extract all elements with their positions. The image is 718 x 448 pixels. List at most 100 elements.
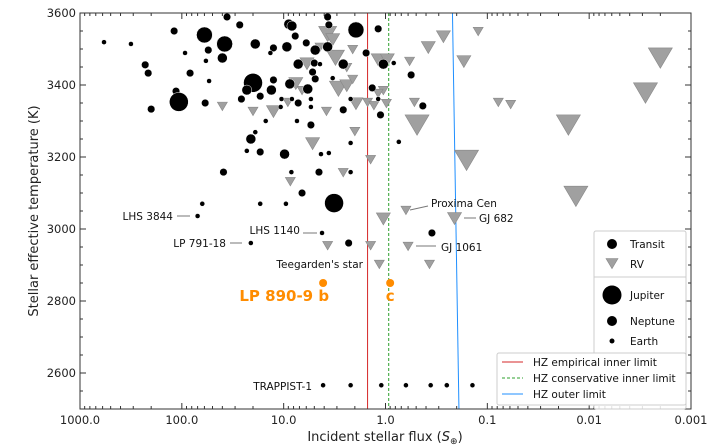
transit-planet-marker bbox=[101, 39, 107, 45]
legend-label: RV bbox=[630, 259, 645, 271]
rv-planet-marker bbox=[404, 56, 416, 67]
rv-planet-marker bbox=[372, 88, 384, 99]
hz-lines bbox=[367, 12, 460, 410]
transit-planet-marker bbox=[314, 168, 324, 177]
rv-planet-marker bbox=[632, 82, 658, 104]
y-tick-label: 2800 bbox=[47, 294, 76, 308]
transit-planet-marker bbox=[319, 230, 325, 236]
transit-planet-marker bbox=[256, 92, 265, 101]
y-tick-label: 3000 bbox=[47, 222, 76, 236]
transit-planet-marker bbox=[407, 70, 416, 79]
transit-planet-marker bbox=[375, 96, 381, 102]
x-tick-label: 1000.0 bbox=[60, 413, 100, 427]
transit-planet-marker bbox=[322, 41, 333, 53]
transit-planet-marker bbox=[169, 92, 189, 112]
transit-planet-marker bbox=[320, 382, 326, 388]
transit-planet-marker bbox=[194, 213, 201, 219]
rv-planet-marker bbox=[472, 26, 484, 37]
rv-planet-marker bbox=[347, 44, 359, 55]
transit-planet-marker bbox=[144, 69, 153, 78]
transit-planet-marker bbox=[278, 96, 285, 102]
transit-planet-marker bbox=[237, 94, 246, 104]
transit-planet-marker bbox=[219, 168, 228, 177]
hz-legend-label: HZ outer limit bbox=[533, 389, 606, 401]
transit-planet-marker bbox=[244, 148, 250, 154]
rv-planet-marker bbox=[375, 212, 391, 226]
rv-planet-marker bbox=[402, 241, 414, 252]
transit-planet-marker bbox=[279, 148, 290, 160]
transit-planet-marker bbox=[266, 84, 277, 96]
rv-planet-marker bbox=[420, 41, 436, 55]
transit-planet-marker bbox=[427, 382, 434, 388]
transit-planet-marker bbox=[291, 31, 300, 41]
transit-planet-marker bbox=[217, 52, 228, 64]
annotations: LP 890-9 b c LHS 3844 LP 791-18 LHS 1140 Prox… bbox=[123, 198, 514, 393]
transit-planet-marker bbox=[308, 104, 314, 110]
x-tick-label: 10.0 bbox=[271, 413, 297, 427]
annotation-label: Teegarden's star bbox=[275, 259, 363, 271]
rv-planet-marker bbox=[505, 100, 517, 110]
transit-planet-marker bbox=[396, 139, 402, 145]
rv-planet-marker bbox=[325, 49, 345, 67]
transit-planet-marker bbox=[469, 382, 476, 388]
rv-planet-marker bbox=[492, 97, 504, 108]
x-tick-label: 100.0 bbox=[165, 413, 198, 427]
transit-planet-marker bbox=[308, 96, 314, 102]
transit-planet-marker bbox=[204, 46, 213, 55]
transit-planet-marker bbox=[374, 24, 383, 33]
transit-planet-marker bbox=[256, 147, 265, 157]
rv-planet-marker bbox=[454, 149, 480, 172]
rv-planet-marker bbox=[347, 74, 359, 85]
transit-planet-marker bbox=[323, 12, 332, 22]
rv-planet-marker bbox=[265, 105, 281, 119]
rv-planet-marker bbox=[404, 114, 430, 136]
transit-planet-marker bbox=[347, 382, 354, 388]
y-tick-label: 2600 bbox=[47, 366, 76, 380]
transit-planet-marker bbox=[329, 75, 336, 81]
transit-planet-marker bbox=[294, 118, 300, 124]
hz-line-2 bbox=[451, 12, 460, 410]
hz-legend-box bbox=[496, 352, 687, 406]
transit-planet-marker bbox=[306, 120, 315, 130]
highlight-label-c: c bbox=[386, 287, 395, 305]
transit-planet-marker bbox=[376, 110, 385, 119]
annotation-label: LHS 1140 bbox=[250, 225, 300, 237]
rv-planet-marker bbox=[373, 259, 385, 270]
transit-planet-marker bbox=[368, 83, 377, 92]
transit-planet-marker bbox=[324, 20, 333, 29]
transit-planet-marker bbox=[418, 101, 427, 110]
transit-planet-marker bbox=[241, 84, 253, 96]
transit-planet-marker bbox=[203, 58, 209, 64]
transit-planet-marker bbox=[222, 12, 232, 22]
x-tick-label: 0.1 bbox=[478, 413, 496, 427]
y-tick-label: 3600 bbox=[47, 6, 76, 20]
rv-planet-marker bbox=[380, 98, 392, 109]
transit-planet-marker bbox=[444, 382, 450, 388]
rv-planet-marker bbox=[320, 106, 332, 117]
transit-planet-marker bbox=[196, 26, 213, 44]
rv-planet-marker bbox=[216, 101, 228, 112]
transit-planet-marker bbox=[199, 201, 206, 207]
rv-planet-marker bbox=[322, 241, 334, 251]
transit-planet-marker bbox=[339, 105, 348, 114]
transit-planet-marker bbox=[317, 61, 323, 67]
rv-planet-marker bbox=[555, 114, 581, 136]
legend-label: Neptune bbox=[630, 316, 675, 328]
transit-planet-marker bbox=[362, 48, 371, 58]
x-tick-label: 0.01 bbox=[576, 413, 602, 427]
legend-neptune-marker bbox=[607, 316, 617, 326]
transit-planet-marker bbox=[311, 74, 320, 83]
transit-planet-marker bbox=[347, 21, 365, 39]
annotation-leader-line bbox=[409, 205, 429, 211]
annotation-label: Proxima Cen bbox=[431, 198, 497, 210]
highlight-label-b: LP 890-9 b bbox=[239, 287, 329, 305]
transit-planet-marker bbox=[310, 58, 319, 68]
transit-planet-marker bbox=[182, 50, 188, 56]
transit-planet-marker bbox=[309, 44, 321, 56]
annotation-label: GJ 682 bbox=[479, 213, 514, 225]
transit-planet-marker bbox=[297, 188, 307, 198]
hz-legend-label: HZ empirical inner limit bbox=[533, 357, 657, 369]
transit-planet-marker bbox=[378, 58, 389, 70]
transit-planet-marker bbox=[201, 98, 210, 108]
transit-planet-marker bbox=[288, 169, 295, 175]
